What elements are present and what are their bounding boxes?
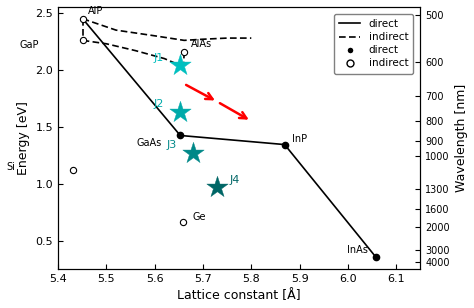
Text: AlP: AlP [88,6,103,16]
Text: Ge: Ge [192,212,206,222]
Legend: direct, indirect, direct, indirect: direct, indirect, direct, indirect [334,14,413,74]
Text: AlAs: AlAs [191,39,212,49]
Point [176,110,184,115]
X-axis label: Lattice constant [Å]: Lattice constant [Å] [177,290,301,302]
Text: J2: J2 [154,99,164,109]
Text: InP: InP [292,134,307,144]
Y-axis label: Wavelength [nm]: Wavelength [nm] [456,84,468,192]
Y-axis label: Energy [eV]: Energy [eV] [17,101,30,175]
Text: J1: J1 [154,53,164,63]
Point [176,63,184,68]
Point [190,151,197,156]
Text: Si: Si [6,162,15,172]
Text: J3: J3 [167,140,177,150]
Text: GaP: GaP [20,40,39,50]
Text: GaAs: GaAs [137,138,162,148]
Point [214,185,221,190]
Text: InAs: InAs [347,245,368,255]
Text: J4: J4 [229,175,240,184]
